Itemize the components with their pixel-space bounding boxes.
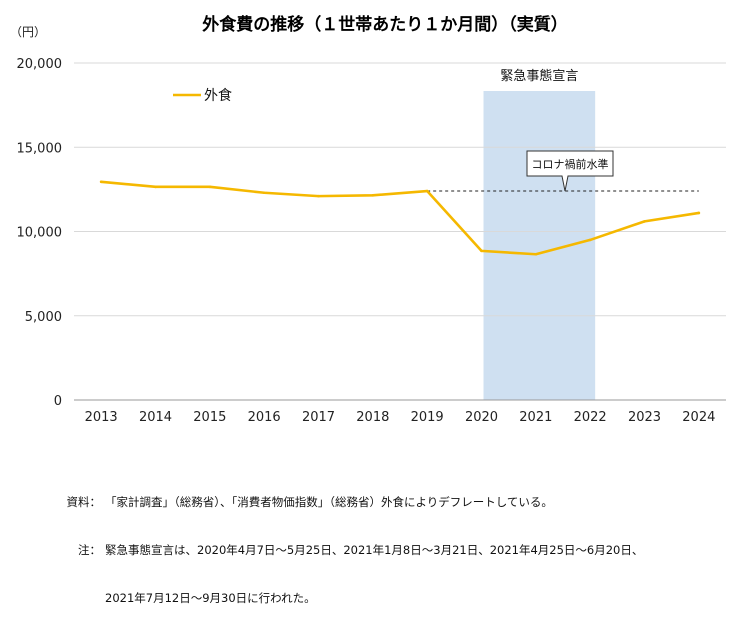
data-point xyxy=(262,191,266,195)
y-axis-unit-label: （円） xyxy=(10,25,46,39)
note-row-remark: 注： 緊急事態宣言は、2020年4月7日～5月25日、2021年1月8日～3月2… xyxy=(46,542,643,558)
reference-label: コロナ禍前水準 xyxy=(532,157,609,171)
data-point xyxy=(154,185,157,189)
x-tick-label: 2014 xyxy=(139,410,172,425)
y-tick-label: 0 xyxy=(54,394,62,409)
legend-label: 外食 xyxy=(204,87,232,104)
note-text: 緊急事態宣言は、2020年4月7日～5月25日、2021年1月8日～3月21日、… xyxy=(105,543,644,557)
note-text: 「家計調査」（総務省）、「消費者物価指数」（総務省）外食によりデフレートしている… xyxy=(105,495,553,509)
note-text: 2021年7月12日～9月30日に行われた。 xyxy=(105,591,316,605)
note-head: 資料： xyxy=(66,495,102,509)
data-point xyxy=(317,194,320,198)
x-tick-label: 2021 xyxy=(519,410,552,425)
note-row-remark-cont: 2021年7月12日～9月30日に行われた。 xyxy=(46,590,643,606)
chart-title: 外食費の推移（１世帯あたり１か月間）（実質） xyxy=(202,14,568,35)
x-tick-label: 2018 xyxy=(356,410,389,425)
chart: 外食費の推移（１世帯あたり１か月間）（実質） （円） 緊急事態宣言 0 5,000 1… xyxy=(10,14,726,425)
x-tick-label: 2013 xyxy=(85,410,118,425)
data-point xyxy=(697,211,701,215)
data-point xyxy=(425,189,429,193)
reference-callout xyxy=(526,150,614,192)
y-tick-label: 5,000 xyxy=(25,310,62,325)
shaded-region-label: 緊急事態宣言 xyxy=(500,68,578,84)
data-point xyxy=(99,180,103,184)
note-row-source: 資料： 「家計調査」（総務省）、「消費者物価指数」（総務省）外食によりデフレート… xyxy=(46,494,643,510)
data-point xyxy=(208,185,212,189)
data-point xyxy=(371,193,375,197)
x-tick-label: 2019 xyxy=(411,410,444,425)
note-head xyxy=(46,590,105,606)
x-tick-label: 2022 xyxy=(574,410,607,425)
data-point xyxy=(588,238,592,242)
x-tick-label: 2015 xyxy=(193,410,226,425)
y-tick-label: 10,000 xyxy=(17,226,63,241)
data-point xyxy=(534,252,538,256)
x-tick-label: 2020 xyxy=(465,410,498,425)
notes: 資料： 「家計調査」（総務省）、「消費者物価指数」（総務省）外食によりデフレート… xyxy=(46,462,644,622)
x-tick-label: 2024 xyxy=(682,410,715,425)
note-head: 注： xyxy=(78,543,101,557)
y-tick-label: 15,000 xyxy=(17,141,63,156)
plot-area: 緊急事態宣言 0 5,000 10,000 15,000 20,000 2013 2014 20… xyxy=(17,57,726,425)
x-tick-label: 2023 xyxy=(628,410,661,425)
shaded-region xyxy=(483,91,596,400)
data-point xyxy=(480,249,483,253)
data-point xyxy=(643,220,646,223)
x-tick-label: 2016 xyxy=(248,410,281,425)
y-tick-label: 20,000 xyxy=(17,57,63,72)
series-line xyxy=(99,180,701,256)
x-tick-label: 2017 xyxy=(302,410,335,425)
